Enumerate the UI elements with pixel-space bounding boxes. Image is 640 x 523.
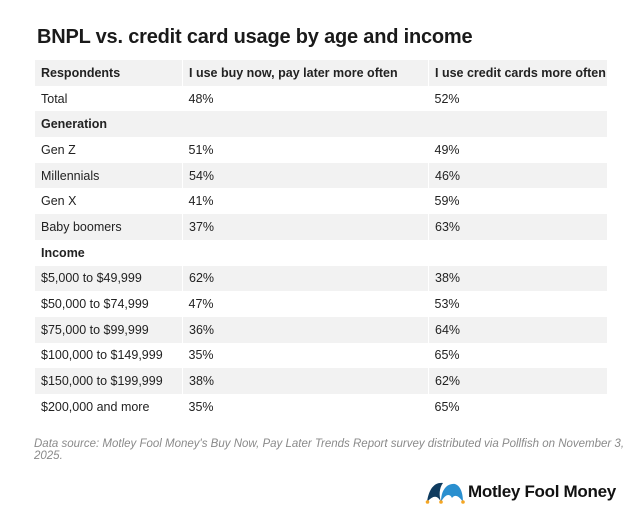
row-label: Gen Z [41, 142, 76, 157]
table-row: Baby boomers 37% 63% [35, 214, 607, 240]
credit-value: 64% [428, 316, 607, 343]
bnpl-value: 51% [188, 142, 214, 157]
table-row-total: Total 48% 52% [35, 86, 607, 112]
bnpl-value: 48% [188, 91, 214, 106]
bnpl-value: 35% [188, 399, 214, 414]
row-label: Gen X [41, 194, 77, 209]
bnpl-value: 54% [182, 162, 429, 189]
row-label: $100,000 to $149,999 [41, 348, 163, 363]
row-label: $75,000 to $99,999 [35, 316, 183, 343]
section-row-generation: Generation [35, 111, 607, 138]
table-row: Gen X 41% 59% [35, 188, 607, 214]
row-label: $200,000 and more [41, 399, 150, 414]
credit-value: 49% [434, 142, 460, 157]
table-header-row: Respondents I use buy now, pay later mor… [35, 60, 607, 86]
row-label: $150,000 to $199,999 [35, 368, 183, 394]
row-label: Total [41, 91, 68, 106]
bnpl-value: 41% [188, 194, 214, 209]
table-row: $100,000 to $149,999 35% 65% [35, 343, 607, 369]
data-source-note: Data source: Motley Fool Money's Buy Now… [34, 438, 625, 462]
chart-title: BNPL vs. credit card usage by age and in… [37, 26, 473, 48]
row-label: $5,000 to $49,999 [35, 265, 183, 292]
credit-value: 65% [434, 399, 460, 414]
bnpl-value: 35% [188, 348, 214, 363]
motley-fool-money-logo: Motley Fool Money [425, 480, 616, 504]
jester-hat-icon [425, 482, 465, 504]
header-credit: I use credit cards more often [428, 60, 607, 86]
table-row: Millennials 54% 46% [35, 162, 607, 189]
bnpl-value: 47% [188, 297, 214, 312]
credit-value: 59% [434, 194, 460, 209]
header-bnpl: I use buy now, pay later more often [182, 60, 429, 86]
header-respondents: Respondents [35, 60, 183, 86]
table-row: $200,000 and more 35% 65% [35, 394, 607, 420]
section-row-income: Income [35, 240, 607, 266]
bnpl-value: 38% [182, 368, 429, 394]
table-row: $5,000 to $49,999 62% 38% [35, 265, 607, 292]
table-row: $50,000 to $74,999 47% 53% [35, 291, 607, 317]
credit-value: 52% [434, 91, 460, 106]
bnpl-value: 62% [182, 265, 429, 292]
section-label: Generation [35, 111, 607, 138]
row-label: $50,000 to $74,999 [41, 297, 149, 312]
table-row: $150,000 to $199,999 38% 62% [35, 368, 607, 394]
row-label: Baby boomers [35, 214, 183, 240]
bnpl-value: 37% [182, 214, 429, 240]
row-label: Millennials [35, 162, 183, 189]
credit-value: 65% [434, 348, 460, 363]
credit-value: 62% [428, 368, 607, 394]
bnpl-value: 36% [182, 316, 429, 343]
table-row: Gen Z 51% 49% [35, 137, 607, 163]
credit-value: 38% [428, 265, 607, 292]
credit-value: 53% [434, 297, 460, 312]
logo-text: Motley Fool Money [468, 482, 616, 501]
section-label: Income [41, 245, 85, 260]
data-table: Respondents I use buy now, pay later mor… [35, 60, 607, 420]
credit-value: 46% [428, 162, 607, 189]
table-row: $75,000 to $99,999 36% 64% [35, 316, 607, 343]
credit-value: 63% [428, 214, 607, 240]
